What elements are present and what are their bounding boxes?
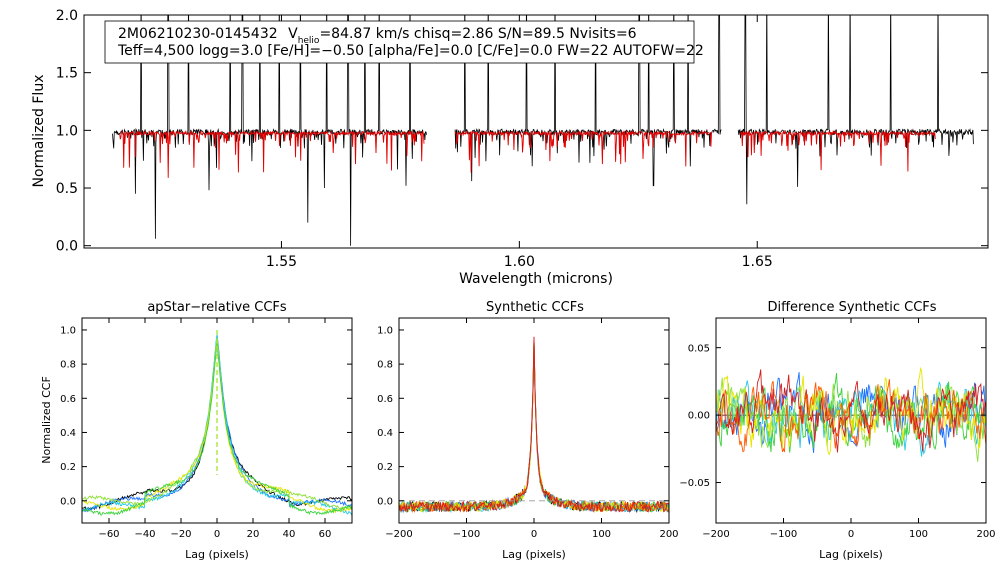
spectrum-x-tick-label: 1.65 (742, 254, 773, 270)
synthetic-ccf-ticks: −200 −100 0 100 200 0.0 0.2 0.4 0.6 0.8 1.0 (377, 318, 679, 540)
apstar-ccf-x-tick-label: 40 (283, 529, 296, 540)
apstar-ccf-title: apStar−relative CCFs (147, 300, 287, 315)
difference-ccf-x-axis-label: Lag (pixels) (819, 548, 883, 561)
synthetic-ccf-series-7 (399, 336, 669, 514)
synthetic-ccf-x-tick-label: −100 (453, 529, 480, 540)
synthetic-ccf-y-tick-label: 0.6 (377, 394, 393, 405)
synthetic-ccf-y-tick-label: 1.0 (377, 326, 393, 337)
difference-ccf-y-tick-label: −0.05 (679, 478, 710, 489)
difference-ccf-series-7 (716, 369, 986, 453)
legend-line-2: Teff=4,500 logg=3.0 [Fe/H]=−0.50 [alpha/… (117, 43, 704, 59)
apstar-ccf-y-tick-label: 0.4 (60, 428, 76, 439)
legend-box (104, 20, 695, 64)
apstar-ccf-series-6 (82, 343, 352, 516)
synthetic-ccf-x-tick-label: 200 (659, 529, 678, 540)
apstar-ccf-x-axis-label: Lag (pixels) (185, 548, 249, 561)
apstar-ccf-x-tick-label: −40 (134, 529, 155, 540)
apstar-ccf-y-tick-label: 0.2 (60, 462, 76, 473)
difference-ccf-x-tick-label: 200 (976, 529, 995, 540)
legend-star-id: 2M06210230-0145432 (118, 26, 278, 42)
spectrum-y-tick-label: 1.5 (56, 66, 78, 82)
spectrum-data-segment-2 (454, 15, 722, 187)
apstar-ccf-x-tick-label: −60 (98, 529, 119, 540)
synthetic-ccf-y-tick-label: 0.0 (377, 496, 393, 507)
difference-ccf-x-tick-label: −100 (770, 529, 797, 540)
synthetic-ccf-title: Synthetic CCFs (486, 300, 584, 315)
difference-ccf-title: Difference Synthetic CCFs (767, 300, 936, 315)
difference-ccf-series-1 (716, 372, 986, 453)
synthetic-ccf-y-tick-label: 0.2 (377, 462, 393, 473)
spectrum-y-tick-label: 0.0 (56, 239, 78, 255)
spectrum-y-axis-label: Normalized Flux (31, 75, 47, 188)
difference-ccf-y-tick-label: 0.00 (688, 411, 710, 422)
apstar-ccf-ticks: −60 −40 −20 0 20 40 60 0.0 0.2 0.4 0.6 0.8 1.0 (60, 318, 352, 540)
spectrum-axes-frame (83, 14, 989, 249)
apstar-ccf-y-tick-label: 0.6 (60, 394, 76, 405)
apstar-ccf-y-tick-label: 0.8 (60, 360, 76, 371)
synthetic-ccf-x-axis-label: Lag (pixels) (502, 548, 566, 561)
difference-ccf-lines (716, 366, 986, 462)
spectrum-legend: 2M06210230-0145432 Vhelio=84.87 km/s chi… (104, 20, 704, 64)
spectrum-y-tick-label: 1.0 (56, 123, 78, 139)
difference-ccf-series-6 (716, 379, 986, 453)
spectrum-y-tick-label: 0.5 (56, 181, 78, 197)
spectrum-panel: 1.55 1.60 1.65 0.0 0.5 1.0 1.5 2.0 2M06210230-0… (31, 8, 989, 287)
spectrum-x-tick-label: 1.60 (504, 254, 535, 270)
difference-ccf-y-tick-label: 0.05 (688, 343, 710, 354)
apstar-ccf-lines (82, 329, 352, 516)
spectrum-x-tick-label: 1.55 (266, 254, 297, 270)
apstar-ccf-x-tick-label: 60 (319, 529, 332, 540)
legend-line-1: 2M06210230-0145432 Vhelio=84.87 km/s chi… (118, 26, 637, 46)
difference-ccf-panel: Difference Synthetic CCFs −200 −100 0 100 20… (679, 300, 995, 561)
synthetic-ccf-panel: Synthetic CCFs −200 −100 0 100 200 0.0 0.2 0.4 0… (377, 300, 678, 561)
spectrum-plot-clip-group (112, 15, 974, 246)
legend-vhelio-subscript: helio (298, 36, 320, 46)
legend-line-1-values: =84.87 km/s chisq=2.86 S/N=89.5 Nvisits=… (319, 26, 636, 42)
difference-ccf-x-tick-label: 0 (848, 529, 854, 540)
difference-ccf-ticks: −200 −100 0 100 200 −0.05 0.00 0.05 (679, 318, 996, 540)
apstar-ccf-x-tick-label: −20 (170, 529, 191, 540)
synthetic-ccf-lines (399, 336, 669, 514)
apstar-ccf-x-tick-label: 20 (247, 529, 260, 540)
spectrum-ticks: 1.55 1.60 1.65 0.0 0.5 1.0 1.5 2.0 (56, 8, 988, 270)
apstar-ccf-y-axis-label: Normalized CCF (40, 376, 53, 464)
spectrum-y-tick-label: 2.0 (56, 8, 78, 24)
synthetic-ccf-y-tick-label: 0.4 (377, 428, 393, 439)
difference-ccf-x-tick-label: 100 (909, 529, 928, 540)
synthetic-ccf-x-tick-label: 100 (592, 529, 611, 540)
apstar-ccf-x-tick-label: 0 (214, 529, 220, 540)
apstar-ccf-y-tick-label: 0.0 (60, 496, 76, 507)
spectrum-x-axis-label: Wavelength (microns) (459, 271, 613, 287)
legend-vhelio-label: V (288, 26, 298, 42)
spectrum-model-layer (119, 129, 936, 178)
synthetic-ccf-x-tick-label: 0 (531, 529, 537, 540)
spectrum-model-segment-1 (119, 129, 425, 178)
spectrum-model-segment-3 (740, 130, 936, 172)
difference-ccf-x-tick-label: −200 (702, 529, 729, 540)
spectrum-model-segment-2 (454, 129, 713, 173)
apstar-ccf-panel: apStar−relative CCFs −60 −40 −20 0 20 40 60 0.0… (40, 300, 353, 561)
synthetic-ccf-y-tick-label: 0.8 (377, 360, 393, 371)
apstar-ccf-y-tick-label: 1.0 (60, 326, 76, 337)
difference-ccf-series-5 (716, 366, 986, 456)
synthetic-ccf-x-tick-label: −200 (385, 529, 412, 540)
